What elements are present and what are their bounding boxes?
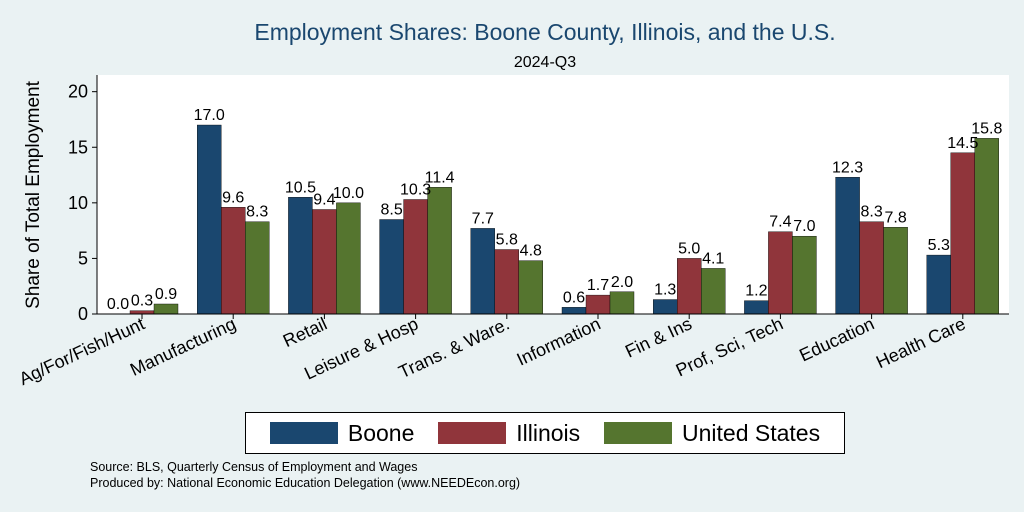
value-label-united-states-trans-ware: 4.8 xyxy=(520,243,542,260)
bar-united-states-education xyxy=(883,227,908,315)
bar-united-states-fin-ins xyxy=(701,268,726,315)
value-label-illinois-manufacturing: 9.6 xyxy=(222,189,244,206)
value-label-illinois-leisure-hosp: 10.3 xyxy=(400,182,431,199)
value-label-illinois-education: 8.3 xyxy=(860,204,882,221)
bar-boone-leisure-hosp xyxy=(379,219,404,315)
value-label-boone-retail: 10.5 xyxy=(285,179,316,196)
y-tick-label-10: 10 xyxy=(68,193,88,213)
legend-swatch-boone xyxy=(269,422,338,444)
legend-label-boone: Boone xyxy=(347,419,415,446)
value-label-boone-trans-ware: 7.7 xyxy=(472,210,494,227)
x-tick-label-health-care: Health Care xyxy=(873,313,969,372)
bar-illinois-manufacturing xyxy=(220,207,246,315)
bar-boone-prof-sci-tech xyxy=(744,300,769,315)
bar-boone-information xyxy=(561,307,587,315)
value-label-united-states-manufacturing: 8.3 xyxy=(246,204,268,221)
value-label-boone-fin-ins: 1.3 xyxy=(654,282,676,299)
bar-illinois-health-care xyxy=(950,152,975,315)
value-label-boone-education: 12.3 xyxy=(832,159,863,176)
value-label-boone-leisure-hosp: 8.5 xyxy=(380,202,402,219)
bar-boone-education xyxy=(835,177,860,315)
value-label-illinois-prof-sci-tech: 7.4 xyxy=(769,214,791,231)
bar-illinois-prof-sci-tech xyxy=(768,231,793,315)
legend-label-illinois: Illinois xyxy=(516,419,581,446)
chart-title: Employment Shares: Boone County, Illinoi… xyxy=(254,19,835,45)
value-label-illinois-information: 1.7 xyxy=(587,277,609,294)
y-tick-label-20: 20 xyxy=(68,82,88,102)
value-label-illinois-retail: 9.4 xyxy=(313,192,335,209)
legend-item-boone: Boone xyxy=(269,419,415,447)
source-note: Source: BLS, Quarterly Census of Employm… xyxy=(90,460,418,474)
value-label-united-states-information: 2.0 xyxy=(611,274,633,291)
value-label-boone-prof-sci-tech: 1.2 xyxy=(745,283,767,300)
bar-boone-health-care xyxy=(926,254,951,315)
legend-swatch-illinois xyxy=(438,422,507,444)
y-tick-label-5: 5 xyxy=(78,248,88,268)
bar-united-states-prof-sci-tech xyxy=(792,235,817,315)
bar-illinois-ag-for-fish-hunt xyxy=(129,310,155,315)
x-tick-label-fin-ins: Fin & Ins xyxy=(622,313,695,361)
legend: Boone Illinois United States xyxy=(245,412,845,454)
x-tick-label-ag-for-fish-hunt: Ag/For/Fish/Hunt xyxy=(16,313,148,389)
value-label-illinois-health-care: 14.5 xyxy=(947,135,978,152)
bar-united-states-health-care xyxy=(974,138,999,315)
value-label-united-states-fin-ins: 4.1 xyxy=(702,250,724,267)
legend-label-united-states: United States xyxy=(682,419,821,446)
x-tick-label-information: Information xyxy=(514,313,604,369)
bar-illinois-information xyxy=(585,294,611,315)
value-label-united-states-health-care: 15.8 xyxy=(971,120,1002,137)
y-axis-label: Share of Total Employment xyxy=(23,80,44,308)
value-label-boone-health-care: 5.3 xyxy=(928,237,950,254)
value-label-illinois-fin-ins: 5.0 xyxy=(678,240,700,257)
bar-united-states-ag-for-fish-hunt xyxy=(153,303,179,315)
chart-subtitle: 2024-Q3 xyxy=(514,54,576,71)
value-label-boone-information: 0.6 xyxy=(563,289,585,306)
legend-swatch-united-states xyxy=(604,422,673,444)
bar-boone-manufacturing xyxy=(196,124,222,315)
value-label-united-states-prof-sci-tech: 7.0 xyxy=(793,218,815,235)
value-label-illinois-trans-ware: 5.8 xyxy=(496,232,518,249)
bar-united-states-retail xyxy=(336,202,361,315)
bar-illinois-retail xyxy=(312,209,337,315)
value-label-united-states-education: 7.8 xyxy=(884,209,906,226)
value-label-united-states-leisure-hosp: 11.4 xyxy=(425,169,455,186)
bar-illinois-trans-ware xyxy=(494,249,519,315)
bar-illinois-fin-ins xyxy=(677,258,702,315)
bar-united-states-information xyxy=(609,291,635,315)
bar-united-states-manufacturing xyxy=(244,221,270,315)
value-labels-layer: 0.0 0.3 0.917.09.68.310.59.410.08.510.311.… xyxy=(107,107,1003,313)
bars-layer xyxy=(129,124,999,315)
value-label-boone-ag-for-fish-hunt: 0.0 xyxy=(107,296,129,313)
bar-united-states-trans-ware xyxy=(518,260,543,315)
y-tick-label-15: 15 xyxy=(68,137,88,157)
legend-item-illinois: Illinois xyxy=(438,420,580,447)
legend-item-united-states: United States xyxy=(604,420,820,447)
bar-united-states-leisure-hosp xyxy=(427,187,452,315)
value-label-boone-manufacturing: 17.0 xyxy=(194,107,225,124)
x-tick-label-retail: Retail xyxy=(280,313,330,351)
value-label-illinois-ag-for-fish-hunt: 0.3 xyxy=(131,293,153,310)
bar-boone-retail xyxy=(288,197,313,315)
y-tick-label-0: 0 xyxy=(78,304,88,324)
value-label-united-states-retail: 10.0 xyxy=(333,185,364,202)
producer-note: Produced by: National Economic Education… xyxy=(90,476,521,490)
value-label-united-states-ag-for-fish-hunt: 0.9 xyxy=(155,286,177,303)
bar-boone-fin-ins xyxy=(653,299,678,315)
x-tick-label-education: Education xyxy=(796,313,877,365)
bar-boone-trans-ware xyxy=(470,228,495,315)
bar-illinois-education xyxy=(859,221,884,315)
bar-illinois-leisure-hosp xyxy=(403,199,428,315)
